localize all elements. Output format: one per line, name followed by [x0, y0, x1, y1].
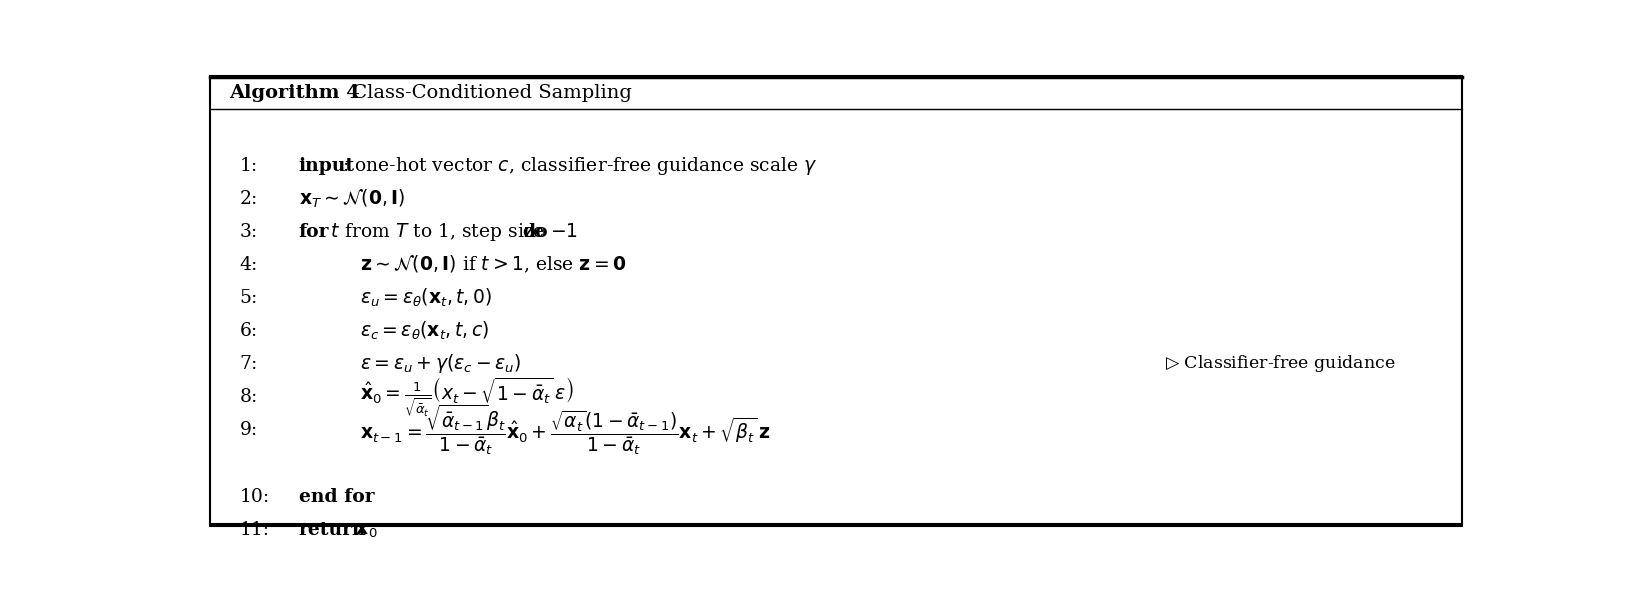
Text: for: for — [299, 223, 330, 241]
Text: Algorithm 4: Algorithm 4 — [228, 84, 361, 102]
Text: Class-Conditioned Sampling: Class-Conditioned Sampling — [346, 84, 632, 102]
Text: 8:: 8: — [240, 388, 258, 406]
Text: end for: end for — [299, 488, 374, 507]
Text: $t$ from $T$ to 1, step size $-1$: $t$ from $T$ to 1, step size $-1$ — [325, 221, 579, 243]
Text: 11:: 11: — [240, 522, 269, 539]
Text: $\hat{\mathbf{x}}_0 = \frac{1}{\sqrt{\bar{\alpha}_t}}\left(x_t - \sqrt{1 - \bar{: $\hat{\mathbf{x}}_0 = \frac{1}{\sqrt{\ba… — [359, 375, 573, 418]
Text: do: do — [522, 223, 548, 241]
Text: 6:: 6: — [240, 322, 258, 340]
Text: $\epsilon = \epsilon_u + \gamma(\epsilon_c - \epsilon_u)$: $\epsilon = \epsilon_u + \gamma(\epsilon… — [359, 352, 521, 375]
Text: 10:: 10: — [240, 488, 269, 507]
Text: $\mathbf{z} \sim \mathcal{N}(\mathbf{0}, \mathbf{I})$ if $t > 1$, else $\mathbf{: $\mathbf{z} \sim \mathcal{N}(\mathbf{0},… — [359, 254, 627, 275]
Text: 9:: 9: — [240, 421, 258, 439]
Text: 5:: 5: — [240, 289, 258, 307]
Text: : one-hot vector $c$, classifier-free guidance scale $\gamma$: : one-hot vector $c$, classifier-free gu… — [341, 154, 818, 176]
Text: $\triangleright$ Classifier-free guidance: $\triangleright$ Classifier-free guidanc… — [1165, 353, 1395, 374]
Text: $\mathbf{x}_0$: $\mathbf{x}_0$ — [351, 522, 379, 539]
Text: 4:: 4: — [240, 256, 258, 274]
Text: $\mathbf{x}_{t-1} = \dfrac{\sqrt{\bar{\alpha}_{t-1}}\beta_t}{1-\bar{\alpha}_t}\h: $\mathbf{x}_{t-1} = \dfrac{\sqrt{\bar{\a… — [359, 402, 770, 457]
FancyBboxPatch shape — [211, 76, 1462, 526]
Text: 1:: 1: — [240, 157, 258, 175]
Text: 2:: 2: — [240, 190, 258, 207]
Text: 7:: 7: — [240, 355, 258, 373]
Text: return: return — [299, 522, 367, 539]
Text: input: input — [299, 157, 356, 175]
Text: $\mathbf{x}_T \sim \mathcal{N}(\mathbf{0}, \mathbf{I})$: $\mathbf{x}_T \sim \mathcal{N}(\mathbf{0… — [299, 188, 405, 210]
Text: $\epsilon_c = \epsilon_\theta(\mathbf{x}_t, t, c)$: $\epsilon_c = \epsilon_\theta(\mathbf{x}… — [359, 319, 490, 342]
Text: $\epsilon_u = \epsilon_\theta(\mathbf{x}_t, t, 0)$: $\epsilon_u = \epsilon_\theta(\mathbf{x}… — [359, 287, 491, 309]
Text: 3:: 3: — [240, 223, 258, 241]
